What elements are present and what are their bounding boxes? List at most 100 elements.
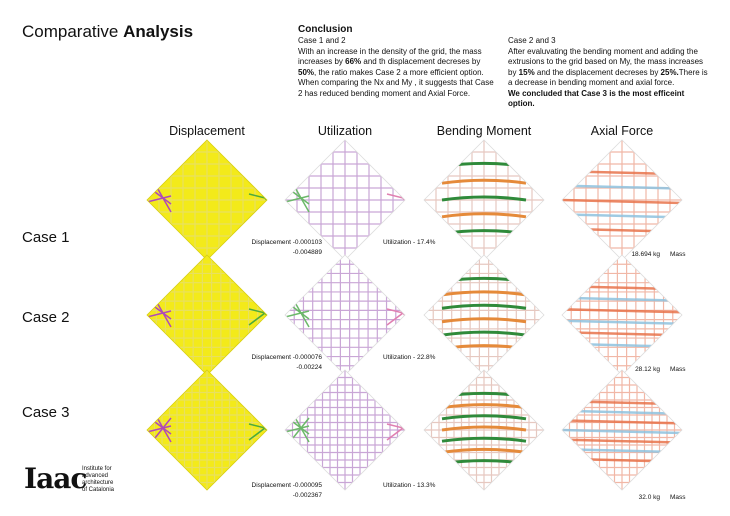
- title-emphasis: Analysis: [123, 22, 194, 41]
- logo-line: of Catalonia: [82, 487, 115, 493]
- conclusion-right: Case 2 and 3 After evaluvating the bendi…: [508, 36, 708, 110]
- column-heading: Displacement: [169, 124, 245, 138]
- text: With an increase in the density of the g…: [298, 46, 482, 67]
- paragraph: After evaluvating the bending moment and…: [508, 47, 708, 89]
- diamond-drawing: [562, 370, 682, 490]
- logo-line: advanced: [82, 473, 109, 479]
- moment-band: [441, 436, 527, 443]
- moment-band: [441, 403, 527, 410]
- edge-accent: [248, 423, 267, 431]
- row-label: Case 1: [22, 229, 70, 246]
- force-band: [562, 307, 682, 314]
- logo-mark: Iaac: [24, 462, 87, 495]
- diamond-drawing: [424, 370, 544, 490]
- logo-line: architecture: [82, 480, 114, 486]
- displacement-value: -0.004889: [292, 248, 322, 256]
- diamond-drawing: [285, 370, 405, 490]
- edge-accent: [386, 193, 405, 201]
- row-label: Case 3: [22, 404, 70, 421]
- edge-accent: [248, 306, 267, 326]
- force-band: [562, 457, 682, 464]
- moment-band: [441, 212, 527, 219]
- subheading: Case 2 and 3: [508, 36, 556, 45]
- displacement-value: Displacement -0.000076: [251, 354, 322, 361]
- subheading: Case 1 and 2: [298, 36, 346, 45]
- force-band: [562, 184, 682, 190]
- moment-band: [441, 195, 527, 202]
- title: Comparative Analysis: [22, 22, 193, 42]
- edge-accent: [386, 421, 405, 441]
- moment-band: [441, 303, 527, 310]
- edge-accent: [248, 308, 267, 316]
- edge-accent: [285, 310, 310, 318]
- force-band: [562, 213, 682, 219]
- column-heading: Axial Force: [590, 124, 654, 138]
- moment-band: [441, 330, 527, 337]
- moment-band: [441, 317, 527, 324]
- force-band: [562, 198, 682, 205]
- emphasis: 15%: [518, 67, 535, 77]
- force-band: [562, 428, 682, 435]
- utilization-value: Utilization - 13.3%: [383, 482, 436, 489]
- utilization-value: Utilization - 22.8%: [383, 354, 436, 361]
- mass-label: Mass: [670, 251, 686, 258]
- moment-band: [441, 447, 527, 454]
- diamond-drawing: [562, 255, 682, 375]
- diamond-outline: [561, 369, 683, 491]
- force-band: [562, 409, 682, 416]
- mass-label: Mass: [670, 366, 686, 373]
- force-band: [562, 438, 682, 444]
- mass-label: Mass: [670, 494, 686, 501]
- displacement-value: Displacement -0.000095: [251, 482, 322, 489]
- mass-value: 32.0 kg: [638, 494, 660, 501]
- displacement-value: -0.00224: [296, 363, 322, 371]
- force-band: [562, 169, 682, 176]
- force-band: [562, 319, 682, 326]
- moment-band: [441, 178, 527, 185]
- edge-accent: [147, 425, 172, 433]
- text: , the ratio makes Case 2 a more efficien…: [298, 67, 494, 98]
- mass-value: 18.694 kg: [631, 251, 660, 258]
- moment-band: [441, 425, 527, 432]
- edge-accent: [147, 310, 172, 318]
- mass-value: 28.12 kg: [635, 366, 660, 373]
- diamond-outline: [146, 369, 268, 491]
- moment-band: [441, 290, 527, 297]
- force-band: [562, 342, 682, 349]
- paragraph: With an increase in the density of the g…: [298, 47, 498, 100]
- diamond-drawing: [424, 140, 544, 260]
- force-band: [562, 419, 682, 425]
- force-band: [562, 296, 682, 302]
- moment-band: [441, 414, 527, 421]
- force-band: [562, 227, 682, 234]
- diamond-drawing: [147, 370, 267, 490]
- column-heading: Bending Moment: [436, 124, 532, 138]
- edge-accent: [386, 306, 405, 326]
- column-heading: Utilization: [317, 124, 373, 138]
- edge-accent: [285, 425, 310, 433]
- force-band: [562, 447, 682, 454]
- edge-accent: [386, 308, 405, 316]
- row-label: Case 2: [22, 309, 70, 326]
- edge-accent: [248, 421, 267, 441]
- emphasis: 50%: [298, 67, 315, 77]
- force-band: [562, 399, 682, 406]
- title-prefix: Comparative: [22, 22, 119, 41]
- displacement-value: -0.002367: [292, 491, 322, 499]
- logo-line: Institute for: [82, 466, 112, 472]
- edge-accent: [147, 195, 172, 203]
- displacement-value: Displacement -0.000103: [251, 239, 322, 246]
- emphasis: 66%: [345, 57, 362, 66]
- edge-accent: [248, 193, 267, 201]
- text: and the displacement decreses by: [534, 67, 661, 77]
- force-band: [562, 284, 682, 291]
- diamond-outline: [423, 369, 545, 491]
- edge-accent: [285, 195, 310, 203]
- text: After evaluvating the bending moment and…: [508, 46, 704, 77]
- final-statement: We concluded that Case 3 is the most eff…: [508, 88, 685, 109]
- conclusion-left: Conclusion Case 1 and 2 With an increase…: [298, 24, 498, 99]
- text: and th displacement decreses by: [361, 57, 481, 66]
- diamond-outline: [284, 369, 406, 491]
